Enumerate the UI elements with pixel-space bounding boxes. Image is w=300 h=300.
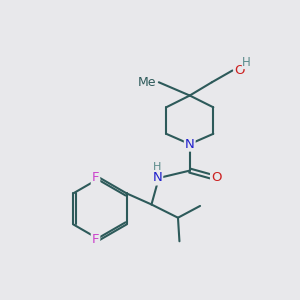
Text: N: N: [185, 138, 195, 151]
Text: Me: Me: [137, 76, 156, 89]
Text: N: N: [152, 172, 162, 184]
Text: H: H: [153, 162, 161, 172]
Text: O: O: [234, 64, 244, 77]
Text: F: F: [92, 172, 99, 184]
Text: F: F: [92, 233, 99, 246]
Text: H: H: [242, 56, 251, 69]
Text: O: O: [211, 172, 221, 184]
